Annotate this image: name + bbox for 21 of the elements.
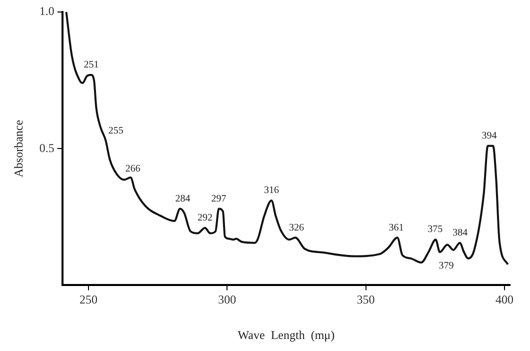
y-axis-title: Absorbance bbox=[11, 120, 26, 178]
y-tick-label: 0.5 bbox=[39, 140, 54, 155]
annotation: 284 bbox=[175, 193, 190, 204]
x-tick-label: 250 bbox=[79, 292, 98, 307]
annotation: 255 bbox=[108, 126, 124, 137]
x-tick-label: 400 bbox=[495, 292, 514, 307]
annotation: 292 bbox=[197, 212, 212, 224]
annotation: 251 bbox=[84, 59, 99, 70]
x-axis-title: Wave Length (mμ) bbox=[238, 328, 335, 342]
annotation: 326 bbox=[288, 222, 304, 234]
annotation: 379 bbox=[438, 260, 454, 272]
annotation: 361 bbox=[388, 222, 404, 234]
x-tick-label: 300 bbox=[218, 292, 236, 307]
x-tick-label: 350 bbox=[356, 292, 375, 307]
annotation: 375 bbox=[428, 224, 443, 236]
annotation: 394 bbox=[482, 130, 497, 142]
annotation: 384 bbox=[452, 227, 468, 238]
y-tick-label: 1.0 bbox=[39, 4, 54, 18]
annotation: 297 bbox=[211, 193, 226, 204]
annotation: 266 bbox=[125, 163, 140, 174]
annotation: 316 bbox=[264, 185, 279, 196]
